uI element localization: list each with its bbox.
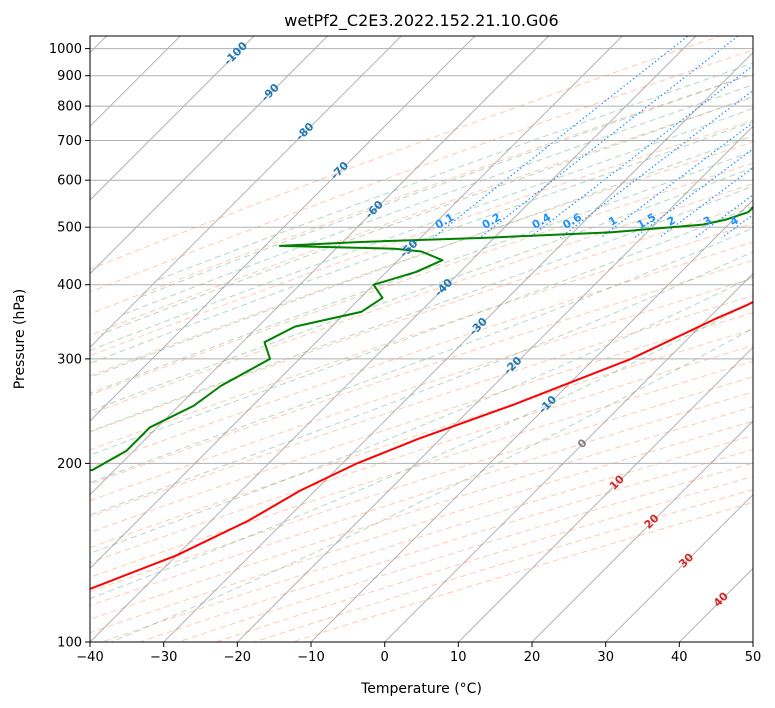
isotherm-line: [90, 36, 329, 275]
moist-adiabat-line: [137, 73, 753, 299]
isotherm-line: [90, 36, 255, 201]
y-axis-label: Pressure (hPa): [12, 289, 28, 389]
isotherm-line: [310, 199, 753, 642]
isotherm-line: [236, 125, 753, 642]
isotherm-line: [162, 51, 753, 642]
moist-adiabat-line: [90, 135, 753, 379]
pressure-gridlines: [90, 48, 753, 642]
moist-adiabat-line: [120, 84, 753, 316]
moist-adiabat-line: [90, 251, 753, 516]
moist-adiabat-line: [90, 107, 753, 351]
mixing-ratio-line: [432, 36, 689, 239]
plot-frame: [89, 35, 754, 643]
x-axis-label: Temperature (°C): [360, 681, 482, 697]
y-tick-label: 100: [57, 636, 82, 651]
x-tick-label: 50: [745, 650, 762, 665]
y-tick-label: 800: [57, 100, 82, 115]
isotherm-line: [90, 36, 476, 422]
isotherm-line: [90, 36, 697, 642]
isotherm-line: [457, 346, 753, 642]
y-tick-label: 500: [57, 221, 82, 236]
y-tick-label: 1000: [49, 42, 82, 57]
dry-adiabat-line: [90, 183, 753, 415]
moist-adiabat-line: [90, 301, 753, 600]
mixing-ratio-lines: [432, 36, 753, 239]
x-tick-label: 10: [450, 650, 467, 665]
mixing-ratio-line: [633, 148, 753, 239]
dry-adiabat-line: [90, 222, 753, 451]
dry-adiabat-line: [90, 97, 753, 336]
moist-adiabat-line: [90, 185, 753, 433]
dry-adiabat-line: [90, 241, 753, 468]
dewpoint-profile-line: [90, 205, 753, 472]
y-tick-label: 600: [57, 174, 82, 189]
dry-adiabat-line: [90, 119, 753, 357]
x-tick-label: −10: [297, 650, 324, 665]
dry-adiabat-line: [90, 312, 753, 533]
x-axis-ticks: −40 −30 −20 −10 0 10 20 30 40 50: [76, 642, 761, 665]
isotherm-line: [604, 493, 753, 642]
isotherms: [90, 36, 753, 642]
dry-adiabats: [90, 36, 753, 642]
dry-adiabat-line: [90, 36, 722, 270]
x-tick-label: 40: [671, 650, 688, 665]
moist-adiabat-line: [90, 121, 753, 364]
y-tick-label: 300: [57, 352, 82, 367]
dry-adiabat-line: [90, 259, 753, 485]
x-tick-label: −20: [224, 650, 251, 665]
x-tick-label: 30: [597, 650, 614, 665]
dry-adiabat-line: [90, 141, 753, 377]
isotherm-line: [383, 272, 753, 642]
profile-series: [90, 205, 753, 591]
y-tick-label: 900: [57, 69, 82, 84]
x-tick-label: 20: [524, 650, 541, 665]
x-tick-label: −30: [150, 650, 177, 665]
dry-adiabat-line: [90, 277, 753, 502]
y-axis-ticks: 100 200 300 400 500 600 700 800 900 1000: [49, 42, 90, 651]
dry-adiabat-line: [90, 376, 753, 593]
mixing-ratio-line: [479, 36, 739, 239]
y-tick-label: 400: [57, 278, 82, 293]
moist-adiabat-line: [100, 95, 753, 335]
chart-title: wetPf2_C2E3.2022.152.21.10.G06: [284, 11, 558, 31]
isotherm-line: [90, 36, 403, 349]
isotherm-line: [90, 36, 550, 496]
y-tick-label: 700: [57, 134, 82, 149]
dry-adiabat-line: [90, 344, 753, 564]
moist-adiabat-line: [153, 62, 753, 282]
x-tick-label: 0: [381, 650, 389, 665]
mixing-ratio-line: [559, 89, 753, 239]
x-tick-label: −40: [76, 650, 103, 665]
isotherm-line: [531, 420, 753, 642]
y-tick-label: 200: [57, 457, 82, 472]
temperature-profile-line: [90, 300, 753, 591]
isotherm-line: [90, 36, 624, 570]
dry-adiabat-line: [90, 49, 753, 293]
dry-adiabat-line: [90, 73, 753, 315]
